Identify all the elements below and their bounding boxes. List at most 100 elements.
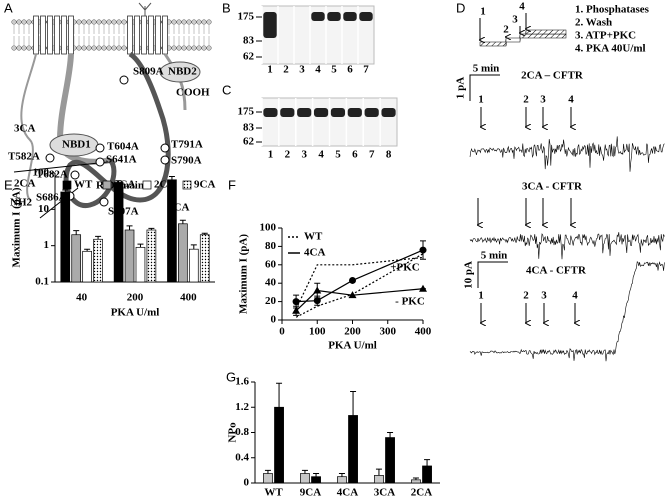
lipid-head — [16, 45, 22, 51]
x-tick-label: WT — [264, 487, 283, 498]
site — [45, 153, 55, 163]
lane-label: 3 — [299, 64, 305, 76]
diagram-label: 3CA — [14, 123, 35, 135]
bar — [199, 234, 210, 283]
bar — [82, 250, 92, 283]
legend-label: 9CA — [194, 179, 215, 191]
helix — [54, 15, 60, 55]
lipid-head — [11, 45, 17, 51]
legend-label: 4CA — [304, 247, 325, 259]
y-tick-label: 100 — [260, 222, 277, 234]
x-tick-label: 400 — [180, 292, 197, 304]
panel-letter: E — [4, 177, 13, 192]
helix — [40, 15, 46, 55]
site — [95, 157, 105, 167]
x-tick-label: 300 — [380, 326, 397, 338]
diagram-label: NH2 — [10, 197, 33, 209]
lipid-head — [191, 19, 197, 25]
diagram-label: COOH — [176, 87, 210, 99]
lipid-head — [101, 45, 107, 51]
x-tick-label: 100 — [309, 326, 326, 338]
trace-title: 3CA - CFTR — [522, 181, 583, 193]
lipid-head — [196, 45, 202, 51]
bar — [146, 229, 157, 283]
diagram-label: T682A — [36, 169, 68, 181]
legend-swatch — [102, 180, 112, 190]
lipid-head — [111, 45, 117, 51]
arrow-label: 3 — [540, 94, 546, 106]
bar — [311, 476, 321, 484]
lipid-head — [106, 19, 112, 25]
error-bar — [375, 468, 382, 476]
legend-label: WT — [74, 179, 93, 191]
error-bar — [350, 390, 357, 416]
lipid-head — [116, 19, 122, 25]
bar — [374, 475, 384, 484]
error-bar — [301, 469, 308, 474]
lane-label: 3 — [301, 149, 307, 161]
marker — [419, 284, 427, 292]
bar — [274, 406, 284, 484]
lane-label: 6 — [347, 64, 353, 76]
error-bar — [424, 459, 431, 466]
scale-label: 1 pA — [455, 77, 467, 99]
arrow-label: 1 — [478, 94, 484, 106]
y-axis-label: Maximum I (pA) — [238, 234, 250, 314]
bar — [93, 238, 103, 283]
x-tick-label: 200 — [127, 292, 144, 304]
lipid-head — [106, 45, 112, 51]
marker — [419, 246, 427, 254]
lane-label: 8 — [386, 149, 392, 161]
marker — [348, 291, 357, 299]
helix — [134, 15, 140, 55]
helix — [148, 15, 154, 55]
mw-label: 83 — [243, 122, 255, 134]
lipid-head — [176, 45, 182, 51]
diagram-label: S686A — [36, 192, 67, 204]
legend-text: 1. Phosphatases — [575, 4, 650, 16]
trace-title: 4CA - CFTR — [526, 265, 587, 277]
panel-letter: F — [228, 177, 236, 192]
scale-label: 5 min — [473, 63, 500, 75]
n-term — [20, 53, 37, 201]
diagram-label: T604A — [107, 141, 139, 153]
lipid-head — [76, 45, 82, 51]
band — [263, 12, 277, 38]
band — [313, 108, 329, 117]
helix — [162, 15, 168, 55]
arrow-label: 1 — [478, 290, 484, 302]
bar — [60, 191, 71, 283]
error-bar — [179, 219, 186, 224]
current-trace — [469, 136, 665, 172]
panel-letter: G — [226, 369, 236, 384]
arrow-label: 4 — [568, 94, 574, 106]
mw-label: 62 — [243, 51, 255, 63]
bar — [167, 179, 177, 283]
protocol-bar — [479, 41, 507, 47]
x-tick-label: 400 — [415, 326, 432, 338]
y-tick-label: 0 — [271, 314, 277, 326]
x-tick-label: 4CA — [337, 487, 358, 498]
error-bar — [190, 244, 197, 250]
step-number: 2 — [503, 24, 509, 36]
y-tick-label: 60 — [265, 258, 277, 270]
lipid-head — [181, 45, 187, 51]
band — [280, 108, 295, 117]
lipid-head — [206, 45, 212, 51]
lipid-head — [186, 45, 192, 51]
step-number: 3 — [512, 14, 518, 26]
y-axis-label: Maximum I (pA) — [11, 187, 23, 267]
diagram-label: T582A — [8, 151, 40, 163]
diagram-label: S790A — [171, 155, 202, 167]
marker — [313, 297, 321, 305]
bar — [422, 465, 432, 484]
mw-label: 83 — [243, 35, 255, 47]
lipid-head — [196, 19, 202, 25]
lipid-head — [21, 45, 27, 51]
cut-line — [13, 161, 109, 173]
lipid-head — [26, 19, 32, 25]
y-tick-label: 0.1 — [35, 276, 49, 288]
y-axis-label: NPo — [227, 422, 239, 443]
helix — [33, 15, 39, 55]
